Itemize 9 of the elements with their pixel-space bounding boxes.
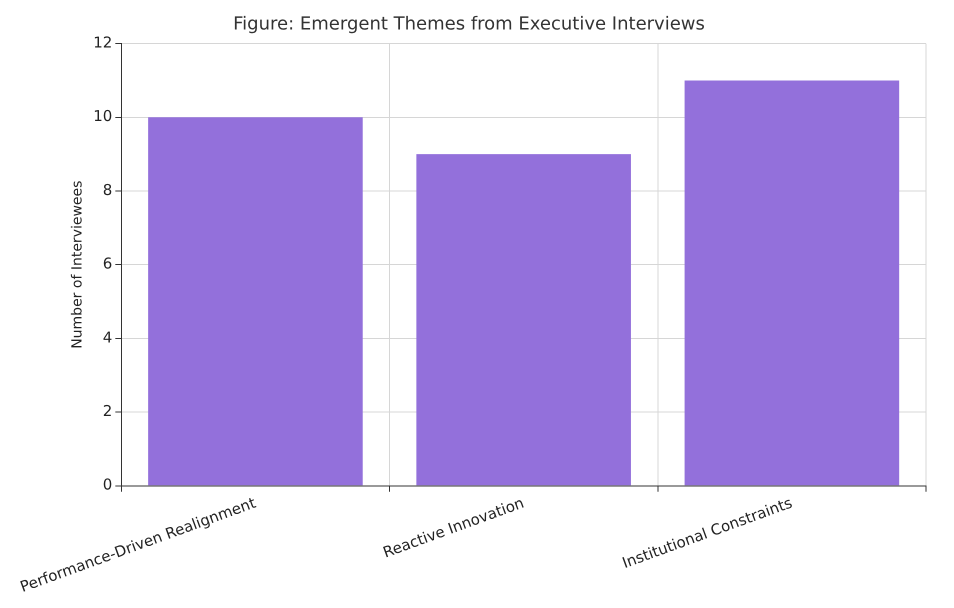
- y-tick-label: 2: [102, 402, 112, 420]
- y-tick-label: 4: [102, 328, 112, 346]
- y-tick-label: 12: [93, 33, 112, 52]
- y-tick-label: 10: [93, 107, 112, 126]
- y-axis-title: Number of Interviewees: [69, 180, 86, 349]
- y-tick-label: 0: [102, 476, 112, 494]
- chart-title: Figure: Emergent Themes from Executive Interviews: [233, 13, 705, 34]
- y-tick-label: 6: [102, 254, 112, 273]
- y-tick-label: 8: [102, 180, 112, 199]
